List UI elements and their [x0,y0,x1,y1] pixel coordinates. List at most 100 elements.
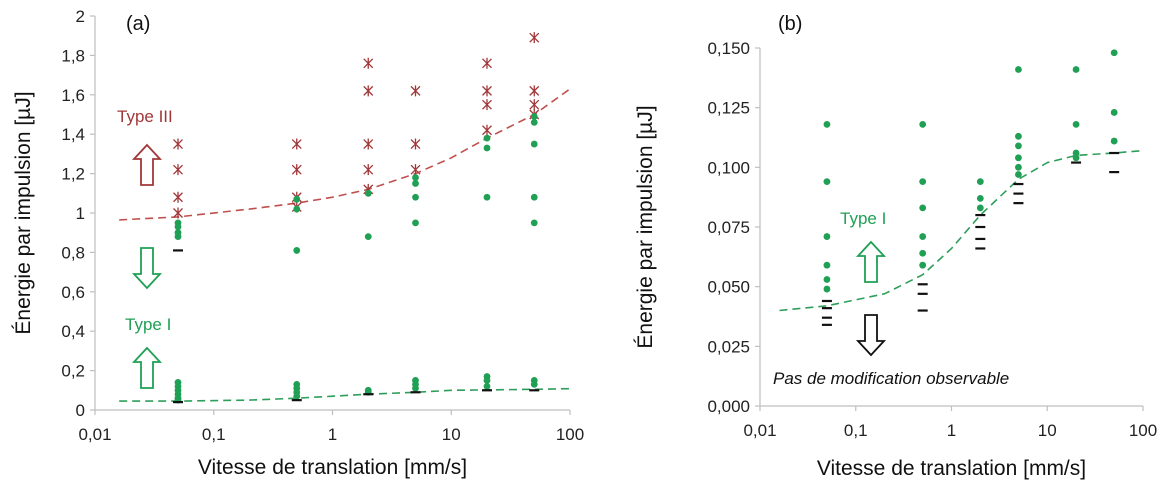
dot-point [919,178,927,186]
dot-point [483,144,491,152]
dot-point [530,118,538,126]
x-tick-label: 100 [556,425,584,444]
dot-point [1110,109,1118,116]
y-tick-label: 0,100 [707,158,750,177]
star-point [363,164,374,176]
star-point [410,164,421,176]
star-point [529,85,540,97]
y-tick-label: 2 [76,7,85,26]
y-tick-label: 0,075 [707,218,750,237]
dot-point [412,193,419,201]
star-point [363,85,374,97]
dot-point [530,193,538,201]
dot-point [483,377,491,384]
star-point [482,57,492,69]
dot-point [412,384,419,392]
dot-point [823,120,831,128]
dot-point [1015,163,1022,171]
x-tick-label: 10 [1038,421,1057,440]
chart-panel-b: 0,000 0,025 0,050 0,075 0,100 0,125 0,150 0,01 0… [634,13,1157,480]
dot-point [483,193,491,201]
x-tick-label: 100 [1129,421,1157,440]
y-axis-title: Énergie par impulsion [µJ] [12,91,35,334]
dot-point [823,285,831,293]
y-tick-label: 0,6 [61,283,85,302]
dot-point [823,178,831,186]
y-tick-label: 1,8 [61,46,85,65]
dot-point [530,140,538,148]
y-tick-label: 0,2 [61,362,85,381]
dot-point [364,233,372,241]
dot-point [823,276,831,283]
x-tick-label: 10 [442,425,461,444]
dot-point [1072,66,1080,73]
star-point [173,207,183,219]
dot-point [919,233,927,240]
star-point [529,32,540,44]
dot-point [823,233,831,240]
y-tick-label: 1,2 [61,165,85,184]
dot-point [412,174,419,181]
dot-point [530,380,538,388]
dot-point [293,205,301,213]
chart-panel-a: 0 0,2 0,4 0,6 0,8 1 1,2 1,4 1,6 1,8 2 0,01 0,1 1 10 100… [12,7,584,479]
star-point [410,138,421,150]
dot-point [1015,154,1022,162]
annotation-label: Type I [840,209,886,228]
dot-point [412,219,419,227]
arrow-up-icon [855,240,887,283]
dot-point [919,249,927,257]
star-point [173,191,183,203]
dot-point [483,382,491,390]
y-tick-label: 0,125 [707,99,750,118]
dot-point [1015,66,1022,73]
dot-point [293,195,301,203]
dot-point [364,189,372,197]
dot-point [976,194,984,202]
dot-point [1110,49,1118,57]
x-axis-title: Vitesse de translation [mm/s] [817,457,1086,480]
dot-point [919,261,927,269]
star-point [291,138,302,150]
y-tick-label: 0,050 [707,278,750,297]
y-tick-label: 1,4 [61,125,85,144]
dot-point [919,204,927,212]
arrow-down-icon [855,314,887,357]
panel-label: (b) [778,13,802,35]
x-tick-label: 0,1 [202,425,226,444]
dot-point [976,178,984,186]
dot-point [976,204,984,212]
dot-point [1110,137,1118,145]
dot-point [483,134,491,142]
x-tick-label: 0,01 [743,421,776,440]
annotation-label: Type III [117,107,173,126]
y-tick-label: 1 [76,204,85,223]
dot-point [293,247,301,254]
y-tick-label: 0,000 [707,397,750,416]
dot-point [1015,171,1022,178]
dot-point [1072,154,1080,162]
y-tick-label: 0 [76,401,85,420]
star-point [363,138,374,150]
dot-point [1015,142,1022,150]
fit-curve [119,88,571,221]
star-point [482,99,492,111]
dot-point [174,233,182,241]
arrow-up-icon [131,346,163,389]
x-tick-label: 1 [947,421,956,440]
dot-point [530,113,538,120]
x-tick-label: 1 [328,425,337,444]
annotation-label: Pas de modification observable [773,369,1009,388]
dot-point [1072,120,1080,128]
dot-point [412,180,419,187]
star-point [482,124,492,136]
dot-point [530,219,538,227]
y-tick-label: 0,8 [61,243,85,262]
dot-point [1072,149,1080,157]
fit-curve [779,149,1144,312]
arrow-down-icon [131,247,163,290]
arrow-up-icon [131,143,163,186]
dot-point [293,392,301,400]
y-tick-label: 1,6 [61,86,85,105]
